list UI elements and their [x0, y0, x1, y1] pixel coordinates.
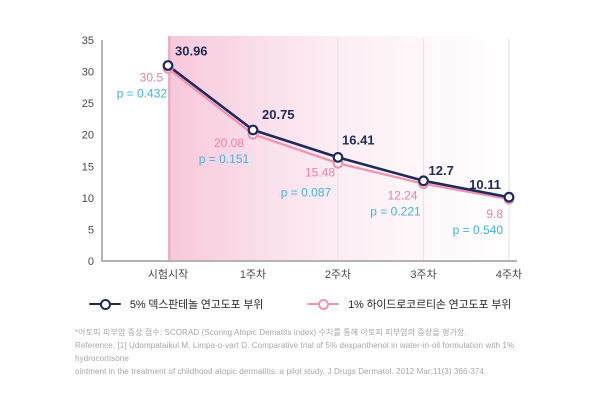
y-tick-label: 10 [82, 193, 94, 205]
y-tick-label: 5 [88, 224, 94, 236]
navy-value-label: 10.11 [469, 177, 501, 192]
pink-value-label: 9.8 [486, 207, 503, 221]
legend-item-dexpanthenol: 5% 덱스판테놀 연고도포 부위 [88, 296, 264, 312]
y-tick-label: 15 [82, 161, 94, 173]
legend-label-hydrocortisone: 1% 하이드로코르티손 연고도포 부위 [348, 299, 512, 311]
x-tick-label: 3주차 [410, 268, 436, 281]
p-value-label: p = 0.087 [281, 185, 332, 199]
footnote: *아토피 피부염 증상 점수: SCORAD (Scoring Atopic D… [75, 326, 555, 378]
x-tick-label: 시험시작 [148, 268, 188, 281]
p-value-label: p = 0.221 [370, 205, 421, 219]
p-value-label: p = 0.432 [117, 86, 168, 100]
y-tick-label: 25 [82, 98, 94, 110]
navy-line-marker-icon [88, 298, 121, 310]
p-value-label: p = 0.540 [453, 223, 504, 237]
footnote-scorad-note: *아토피 피부염 증상 점수: SCORAD (Scoring Atopic D… [75, 328, 467, 337]
pink-value-label: 20.08 [214, 136, 244, 150]
y-tick-label: 20 [82, 130, 94, 142]
pink-value-label: 30.5 [140, 70, 164, 84]
navy-value-label: 16.41 [342, 132, 375, 147]
navy-value-label: 12.7 [429, 163, 454, 178]
x-tick-label: 4주차 [496, 268, 522, 281]
chart-legend: 5% 덱스판테놀 연고도포 부위 1% 하이드로코르티손 연고도포 부위 [0, 294, 600, 314]
x-tick-label: 2주차 [325, 268, 351, 281]
pink-value-label: 12.24 [387, 189, 417, 203]
pink-line-marker-icon [307, 298, 340, 310]
data-point-marker [418, 175, 429, 187]
footnote-reference-line2: ointment in the treatment of childhood a… [75, 367, 487, 376]
navy-value-label: 20.75 [262, 107, 295, 122]
data-point-marker [503, 191, 515, 203]
y-tick-label: 0 [88, 256, 94, 268]
scorad-line-chart: 0 5 10 15 20 25 30 35 시험시작 1주차 2주차 3주차 4주차 30.96 20.75… [82, 35, 522, 281]
legend-item-hydrocortisone: 1% 하이드로코르티손 연고도포 부위 [307, 296, 511, 312]
legend-label-dexpanthenol: 5% 덱스판테놀 연고도포 부위 [129, 299, 264, 311]
data-point-marker [162, 60, 174, 71]
highlight-band [168, 36, 513, 260]
y-tick-label: 35 [82, 35, 94, 47]
footnote-reference-line1: Reference. [1] Udompataikul M, Limpa-o-v… [75, 341, 515, 363]
data-point-marker [332, 151, 344, 163]
y-tick-label: 30 [82, 67, 94, 79]
pink-value-label: 15.48 [305, 165, 335, 179]
p-value-label: p = 0.151 [199, 152, 250, 166]
navy-value-label: 30.96 [175, 44, 208, 59]
x-tick-label: 1주차 [240, 268, 266, 281]
highlight-band-edge [168, 36, 171, 260]
data-point-marker [247, 124, 259, 136]
